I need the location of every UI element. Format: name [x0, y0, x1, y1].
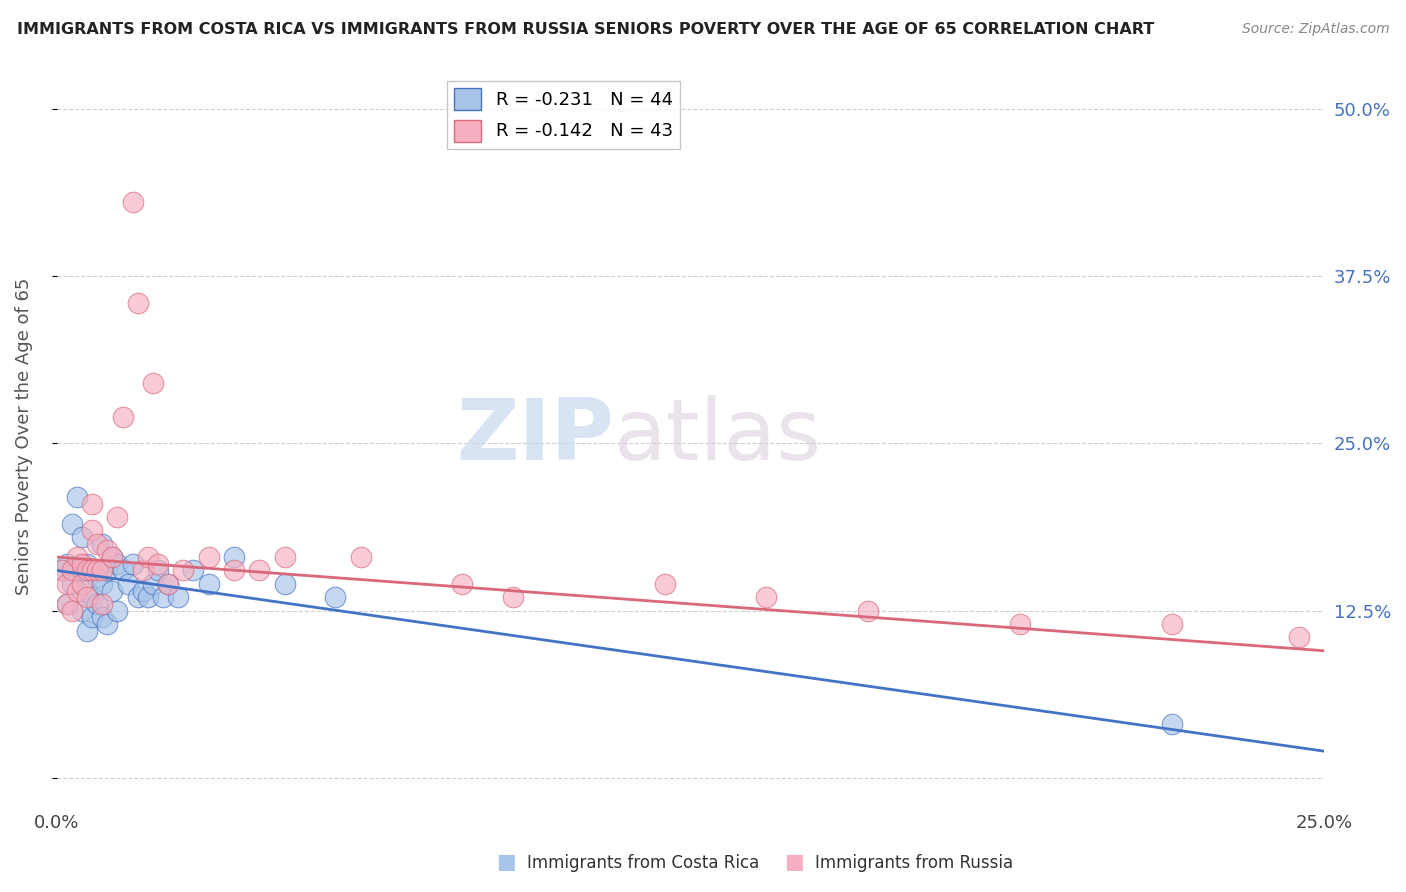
Point [167, 591, 190, 605]
Point [55, 597, 77, 611]
Point [502, 591, 524, 605]
Point [197, 550, 219, 565]
Point [91, 537, 114, 551]
Point [86, 564, 108, 578]
Point [127, 591, 149, 605]
Point [146, 564, 169, 578]
Point [91, 564, 114, 578]
Point [76, 624, 98, 638]
Point [60, 604, 83, 618]
Point [60, 564, 83, 578]
Point [172, 564, 194, 578]
Legend: R = -0.231   N = 44, R = -0.142   N = 43: R = -0.231 N = 44, R = -0.142 N = 43 [447, 81, 681, 149]
Point [127, 295, 149, 310]
Point [152, 591, 174, 605]
Point [856, 604, 879, 618]
Point [82, 564, 104, 578]
Point [247, 564, 270, 578]
Point [1008, 617, 1031, 632]
Point [1160, 617, 1182, 632]
Text: ZIP: ZIP [457, 395, 614, 478]
Point [274, 577, 297, 591]
Point [222, 550, 245, 565]
Point [101, 583, 124, 598]
Point [70, 604, 93, 618]
Point [70, 564, 93, 578]
Point [146, 557, 169, 571]
Point [121, 195, 143, 210]
Point [66, 564, 89, 578]
Point [76, 557, 98, 571]
Text: Source: ZipAtlas.com: Source: ZipAtlas.com [1241, 22, 1389, 37]
Point [82, 591, 104, 605]
Point [91, 597, 114, 611]
Point [96, 543, 118, 558]
Point [274, 550, 297, 565]
Point [96, 564, 118, 578]
Point [183, 564, 205, 578]
Point [451, 577, 474, 591]
Point [121, 557, 143, 571]
Point [654, 577, 676, 591]
Text: Immigrants from Russia: Immigrants from Russia [815, 855, 1014, 872]
Point [91, 577, 114, 591]
Point [136, 550, 159, 565]
Point [157, 577, 180, 591]
Point [70, 530, 93, 544]
Point [82, 496, 104, 510]
Point [117, 577, 139, 591]
Point [55, 557, 77, 571]
Point [101, 550, 124, 565]
Point [350, 550, 373, 565]
Point [107, 557, 129, 571]
Point [142, 577, 165, 591]
Text: Immigrants from Costa Rica: Immigrants from Costa Rica [527, 855, 759, 872]
Point [76, 564, 98, 578]
Point [132, 583, 155, 598]
Point [86, 570, 108, 584]
Point [1160, 717, 1182, 731]
Point [82, 610, 104, 624]
Point [1288, 631, 1310, 645]
Point [136, 591, 159, 605]
Point [82, 564, 104, 578]
Point [55, 577, 77, 591]
Point [86, 537, 108, 551]
Point [197, 577, 219, 591]
Text: IMMIGRANTS FROM COSTA RICA VS IMMIGRANTS FROM RUSSIA SENIORS POVERTY OVER THE AG: IMMIGRANTS FROM COSTA RICA VS IMMIGRANTS… [17, 22, 1154, 37]
Point [755, 591, 778, 605]
Text: atlas: atlas [614, 395, 823, 478]
Point [60, 577, 83, 591]
Point [51, 564, 73, 578]
Point [111, 409, 134, 424]
Point [70, 577, 93, 591]
Point [55, 597, 77, 611]
Point [107, 604, 129, 618]
Point [222, 564, 245, 578]
Point [66, 583, 89, 598]
Point [66, 550, 89, 565]
Point [66, 490, 89, 504]
Point [76, 591, 98, 605]
Point [325, 591, 347, 605]
Text: ■: ■ [496, 853, 516, 872]
Point [60, 516, 83, 531]
Point [101, 550, 124, 565]
Text: ■: ■ [785, 853, 804, 872]
Point [142, 376, 165, 390]
Point [82, 523, 104, 537]
Y-axis label: Seniors Poverty Over the Age of 65: Seniors Poverty Over the Age of 65 [15, 278, 32, 595]
Point [132, 564, 155, 578]
Point [70, 557, 93, 571]
Point [96, 617, 118, 632]
Point [91, 610, 114, 624]
Point [86, 597, 108, 611]
Point [107, 509, 129, 524]
Point [111, 564, 134, 578]
Point [157, 577, 180, 591]
Point [76, 583, 98, 598]
Point [51, 564, 73, 578]
